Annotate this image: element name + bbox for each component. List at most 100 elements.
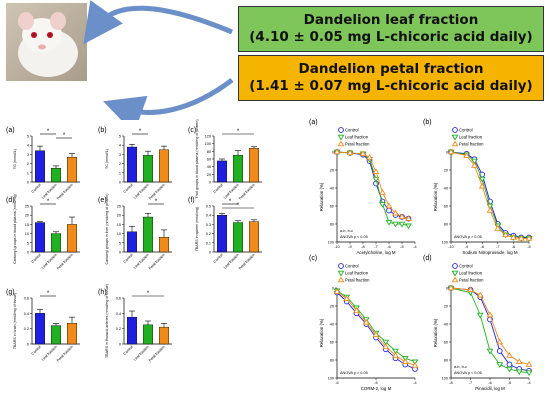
petal-marker: [392, 209, 399, 216]
bar-y-tick-label: 0.2: [116, 327, 121, 331]
bar-category-label: Leaf fraction: [223, 183, 240, 200]
petal-marker: [362, 318, 370, 325]
line-y-tick-label: 0: [332, 287, 334, 291]
petal-marker: [401, 358, 409, 365]
line-x-tick-label: -4: [413, 245, 416, 249]
bar-category-label: Leaf fraction: [133, 345, 150, 362]
bar-y-tick-label: 20: [25, 214, 29, 218]
bar-panel-label: (g): [6, 289, 15, 296]
bar-panel-label: (h): [98, 289, 107, 296]
line-x-tick-label: -8: [481, 245, 484, 249]
bar-y-axis-title: TC (mmol/L): [105, 149, 109, 169]
petal-marker: [525, 234, 533, 241]
petal-fraction-banner: Dandelion petal fraction (1.41 ± 0.07 mg…: [238, 55, 544, 101]
petal-marker: [353, 307, 360, 313]
legend-entry: Control: [459, 264, 473, 269]
line-x-tick-label: -7: [469, 381, 472, 385]
leaf-marker: [382, 339, 390, 346]
bar-y-tick-label: 20: [207, 173, 211, 177]
petal-series-line: [450, 151, 529, 239]
bar: [142, 324, 153, 345]
control-series-line: [450, 287, 530, 372]
significance-star: *: [139, 129, 142, 135]
leaf-marker: [471, 158, 478, 165]
bar-y-tick-label: 3: [27, 153, 29, 157]
bar-y-tick-label: 25: [25, 205, 29, 209]
control-marker: [496, 348, 503, 354]
leaf-marker: [451, 270, 459, 277]
line-x-tick-label: -9: [465, 245, 468, 249]
control-marker: [338, 263, 344, 269]
line-y-tick-label: 80: [330, 223, 334, 227]
line-x-tick-label: -6: [512, 245, 515, 249]
line-y-tick-label: 20: [444, 305, 448, 309]
control-marker: [452, 127, 458, 133]
line-y-tick-label: 60: [330, 205, 334, 209]
line-x-tick-label: -5: [508, 381, 511, 385]
petal-marker: [447, 148, 455, 155]
petal-marker: [337, 140, 345, 147]
line-x-tick-label: -6: [387, 245, 390, 249]
bar-category-label: Control: [213, 183, 224, 194]
legend-entry: Petal fraction: [459, 278, 484, 283]
leaf-marker: [451, 134, 459, 141]
control-marker: [506, 361, 513, 368]
leaf-marker: [398, 221, 406, 228]
legend-entry: Petal fraction: [345, 142, 370, 147]
petal-marker: [411, 361, 419, 368]
bar-category-label: Petal fraction: [238, 253, 256, 271]
anova-note: ANOVA p < 0.05: [454, 371, 482, 375]
leaf-marker: [392, 221, 399, 228]
bar-y-tick-label: 5: [119, 135, 121, 139]
bar-category-label: Leaf fraction: [41, 183, 58, 200]
bar-y-axis-title: Carbonyl groups in liver (nmol/mg of pro…: [105, 194, 109, 265]
rat-photo: [6, 3, 87, 81]
significance-star: *: [229, 199, 232, 205]
bar-y-tick-label: 5: [27, 241, 29, 245]
bar-y-axis-title: TBARS in brain (nmol/mg of tissue): [13, 293, 17, 349]
leaf-fraction-banner: Dandelion leaf fraction (4.10 ± 0.05 mg …: [238, 6, 544, 52]
line-panel-label: (a): [309, 119, 318, 126]
bar-category-label: Control: [31, 345, 42, 356]
leaf-marker: [337, 270, 345, 277]
petal-series-line: [336, 151, 409, 220]
bar-category-label: Petal fraction: [148, 183, 166, 201]
petal-marker: [478, 182, 486, 189]
bar-y-tick-label: 40: [207, 165, 211, 169]
leaf-marker: [379, 201, 386, 208]
line-x-tick-label: -8: [449, 381, 452, 385]
bar-y-tick-label: 0.2: [206, 232, 211, 236]
leaf-marker: [506, 366, 513, 373]
control-marker: [452, 263, 458, 269]
line-y-tick-label: 20: [330, 169, 334, 173]
legend-entry: Leaf fraction: [345, 271, 369, 276]
bar-category-label: Petal fraction: [238, 183, 256, 201]
bar-panel-label: (d): [6, 197, 15, 204]
bar-y-tick-label: 2: [27, 162, 29, 166]
bar-y-tick-label: 4: [27, 144, 29, 148]
bar-category-label: Leaf fraction: [133, 183, 150, 200]
bar-category-label: Control: [123, 345, 134, 356]
bar-y-tick-label: 4: [119, 144, 121, 148]
line-y-tick-label: 80: [330, 359, 334, 363]
bar-category-label: Petal fraction: [56, 183, 74, 201]
bar-y-tick-label: 3: [119, 153, 121, 157]
petal-marker: [502, 231, 509, 238]
bar-panel-label: (e): [98, 197, 107, 204]
petal-marker: [451, 140, 459, 147]
petal-marker: [496, 338, 504, 345]
line-x-tick-label: -10: [334, 245, 340, 249]
bar-panel-label: (f): [188, 197, 195, 204]
leaf-marker: [385, 219, 393, 226]
line-x-tick-label: -7: [374, 245, 377, 249]
bar: [51, 325, 62, 345]
bar-y-tick-label: 0.3: [206, 223, 211, 227]
petal-marker: [385, 202, 393, 209]
bar: [216, 214, 227, 253]
bar-y-tick-label: 15: [117, 223, 121, 227]
leaf-marker: [337, 134, 345, 141]
bar-y-tick-label: 60: [207, 158, 211, 162]
bar-y-axis-title: Carbonyl groups in blood plasma (nmol/mg…: [13, 194, 17, 264]
bar: [216, 160, 227, 183]
